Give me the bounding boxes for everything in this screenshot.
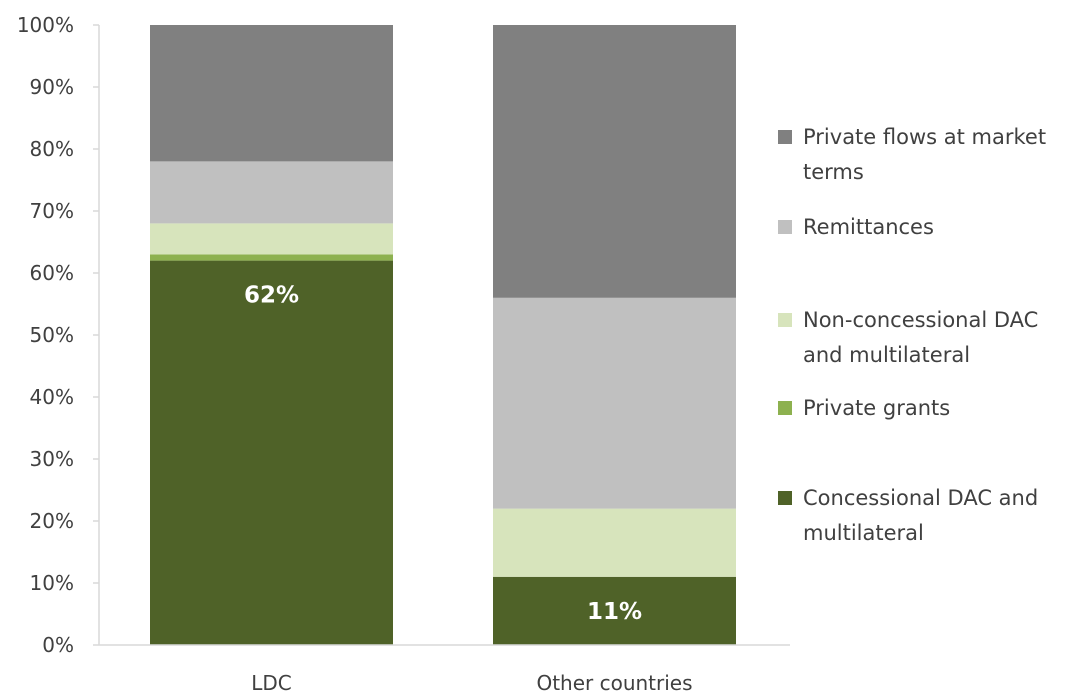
legend-item: Private grants [778, 396, 950, 420]
legend-label: Private grants [803, 396, 950, 420]
legend-item: Private flows at market terms [778, 125, 1046, 184]
y-tick-label: 30% [30, 447, 74, 471]
legend-label: and multilateral [803, 343, 970, 367]
y-tick-label: 50% [30, 323, 74, 347]
bar-segment [493, 576, 736, 645]
bar-segment [150, 254, 393, 261]
data-labels: 62% 11% [244, 283, 642, 625]
legend-swatch [778, 491, 792, 505]
legend-label: Remittances [803, 215, 934, 239]
bar-segment [493, 297, 736, 509]
y-tick-label: 20% [30, 509, 74, 533]
y-tick-label: 60% [30, 261, 74, 285]
y-tick-label: 0% [42, 633, 74, 657]
legend-swatch [778, 130, 792, 144]
legend-item: Non-concessional DAC and multilateral [778, 308, 1038, 367]
bar-segment [150, 161, 393, 224]
legend-label: terms [803, 160, 864, 184]
y-tick-label: 80% [30, 137, 74, 161]
bars [150, 25, 736, 645]
data-label: 11% [587, 599, 642, 625]
legend-item: Concessional DAC and multilateral [778, 486, 1038, 545]
y-tick-label: 10% [30, 571, 74, 595]
y-tick-label: 90% [30, 75, 74, 99]
legend-item: Remittances [778, 215, 934, 239]
y-axis: 0% 10% 20% 30% 40% 50% 60% 70% 80% 90% 100% [17, 13, 100, 657]
legend-label: Concessional DAC and [803, 486, 1038, 510]
y-tick-label: 100% [17, 13, 74, 37]
bar-segment [150, 260, 393, 645]
legend-label: Non-concessional DAC [803, 308, 1038, 332]
legend-swatch [778, 220, 792, 234]
data-label: 62% [244, 283, 299, 309]
legend-swatch [778, 313, 792, 327]
legend-swatch [778, 401, 792, 415]
legend: Private flows at market terms Remittances N… [778, 125, 1046, 545]
bar-segment [493, 25, 736, 298]
y-tick-label: 70% [30, 199, 74, 223]
x-category-label: LDC [251, 671, 292, 694]
x-category-label: Other countries [536, 671, 692, 694]
x-axis: LDC Other countries [99, 644, 790, 694]
bar-segment [150, 25, 393, 162]
y-tick-label: 40% [30, 385, 74, 409]
bar-segment [150, 223, 393, 255]
legend-label: Private flows at market [803, 125, 1046, 149]
bar-segment [493, 508, 736, 577]
legend-label: multilateral [803, 521, 924, 545]
